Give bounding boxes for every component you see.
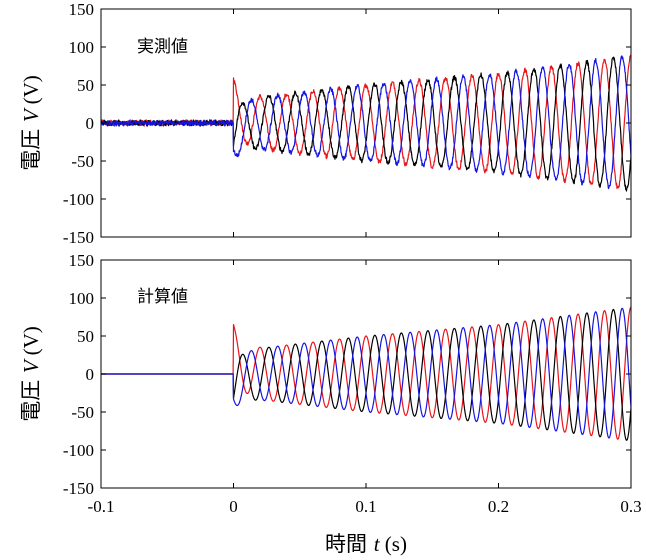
panel-annotation: 計算値 bbox=[137, 287, 188, 307]
y-label-symbol: V bbox=[19, 355, 43, 373]
panel-annotation: 実測値 bbox=[137, 37, 188, 57]
x-tick-label: 0.1 bbox=[355, 497, 376, 516]
y-tick-label: 150 bbox=[69, 251, 95, 270]
y-tick-label: -150 bbox=[63, 479, 94, 498]
y-tick-label: -100 bbox=[63, 190, 94, 209]
x-label-symbol: t bbox=[374, 532, 385, 556]
series-line-0 bbox=[101, 306, 631, 440]
series-line-1 bbox=[101, 308, 631, 441]
y-label-text: 電圧 bbox=[19, 122, 43, 171]
y-tick-label: -50 bbox=[71, 152, 94, 171]
y-label-text: 電圧 bbox=[19, 373, 43, 422]
y-tick-label: 100 bbox=[69, 38, 95, 57]
series-group bbox=[101, 54, 631, 192]
y-tick-label: 50 bbox=[77, 76, 94, 95]
y-tick-label: 150 bbox=[69, 0, 95, 19]
y-label-unit: (V) bbox=[19, 326, 43, 355]
y-tick-label: -100 bbox=[63, 441, 94, 460]
y-tick-label: 100 bbox=[69, 289, 95, 308]
x-label-text: 時間 bbox=[325, 532, 374, 556]
y-label-symbol: V bbox=[19, 104, 43, 122]
x-tick-label: -0.1 bbox=[88, 497, 115, 516]
x-tick-label: 0 bbox=[229, 497, 238, 516]
series-line-2 bbox=[101, 55, 631, 190]
x-tick-label: 0.3 bbox=[620, 497, 641, 516]
y-tick-label: -50 bbox=[71, 403, 94, 422]
series-group bbox=[101, 306, 631, 441]
panel-calculated: -0.1 0 0.1 0.2 0.3 150 100 50 0 -50 -100 -150 計算値電圧 … bbox=[19, 251, 642, 556]
x-label-unit: (s) bbox=[385, 532, 407, 556]
y-tick-label: 0 bbox=[86, 114, 95, 133]
y-tick-label: 0 bbox=[86, 365, 95, 384]
y-axis-label: 電圧 V (V) bbox=[19, 326, 43, 422]
series-line-2 bbox=[101, 307, 631, 439]
x-tick-label: 0.2 bbox=[488, 497, 509, 516]
y-tick-label: 50 bbox=[77, 327, 94, 346]
x-axis-label: 時間 t (s) bbox=[325, 532, 407, 556]
y-axis-label: 電圧 V (V) bbox=[19, 75, 43, 171]
y-tick-label: -150 bbox=[63, 228, 94, 247]
y-label-unit: (V) bbox=[19, 75, 43, 104]
